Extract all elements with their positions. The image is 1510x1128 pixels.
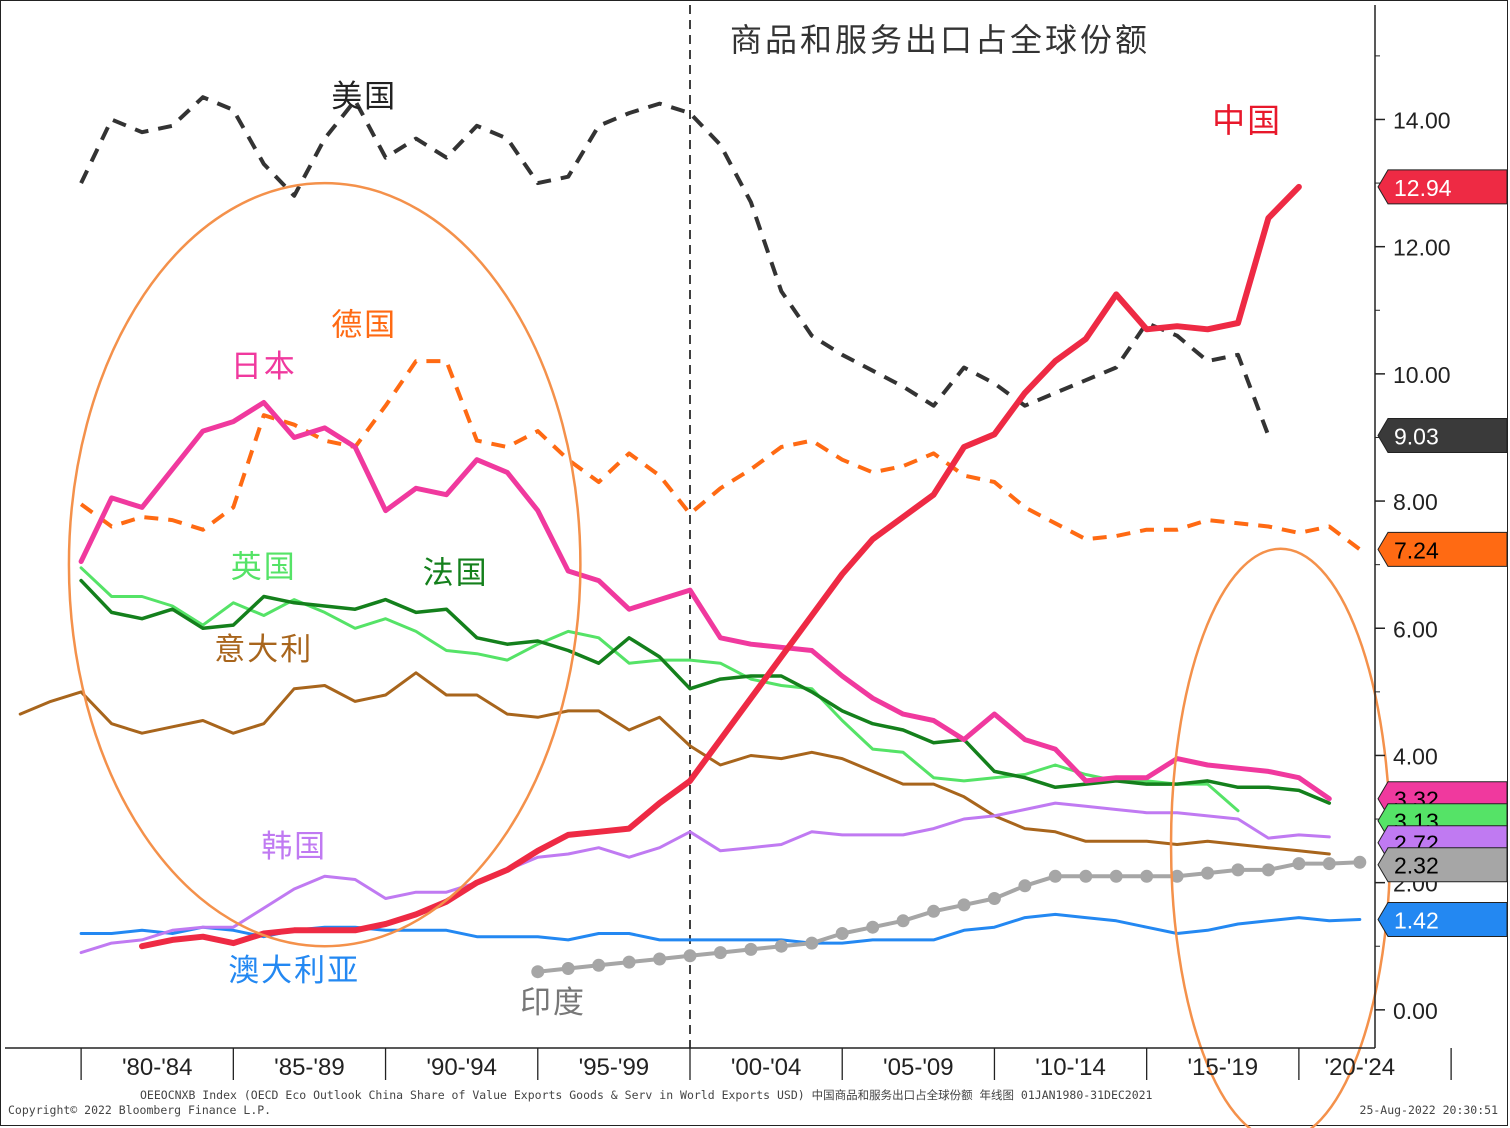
y-tick-label: 0.00 — [1393, 998, 1438, 1024]
series-point-india — [1231, 863, 1245, 877]
x-tick-label: '95-'99 — [579, 1054, 650, 1081]
end-value-tag-label: 9.03 — [1394, 424, 1439, 450]
series-point-india — [1140, 869, 1154, 883]
series-point-india — [957, 898, 971, 912]
end-value-tag-label: 12.94 — [1394, 175, 1452, 201]
series-point-india — [805, 936, 819, 950]
series-line-china — [139, 183, 1302, 950]
series-point-india — [622, 955, 636, 969]
series-line-uk — [79, 566, 1240, 813]
x-tick-label: '10-'14 — [1035, 1054, 1106, 1081]
x-tick-label: '20-'24 — [1325, 1054, 1396, 1081]
end-value-tag-label: 7.24 — [1394, 537, 1439, 563]
series-point-india — [1109, 869, 1123, 883]
end-value-tag-bg — [1377, 418, 1508, 454]
series-point-india — [1048, 869, 1062, 883]
series-point-india — [744, 942, 758, 956]
series-point-india — [592, 958, 606, 972]
series-line-korea — [79, 801, 1331, 955]
series-line-germany — [79, 359, 1362, 551]
series-label-italy: 意大利 — [214, 632, 313, 668]
source-note: OEEOCNXB Index (OECD Eco Outlook China S… — [140, 1088, 1153, 1102]
series-label-india: 印度 — [520, 985, 586, 1021]
highlight-ellipse — [1169, 547, 1392, 1128]
x-tick-label: '85-'89 — [274, 1054, 345, 1081]
series-point-india — [774, 939, 788, 953]
x-tick-label: '05-'09 — [883, 1054, 954, 1081]
series-point-india — [1170, 869, 1184, 883]
y-tick-label: 12.00 — [1393, 235, 1451, 261]
y-tick-label: 8.00 — [1393, 489, 1438, 515]
series-label-france: 法国 — [423, 556, 489, 592]
series-point-india — [987, 892, 1001, 905]
x-tick-label: '15-'19 — [1188, 1054, 1259, 1081]
end-value-tags: 12.949.037.243.323.132.722.321.42 — [1377, 169, 1508, 938]
series-line-japan — [78, 400, 1332, 802]
series-label-australia: 澳大利亚 — [228, 953, 360, 989]
y-tick-label: 14.00 — [1393, 107, 1451, 133]
series-point-india — [1261, 863, 1275, 877]
chart-title: 商品和服务出口占全球份额 — [730, 21, 1150, 59]
series-point-india — [835, 927, 849, 940]
series-point-india — [1292, 857, 1306, 871]
series-point-india — [1353, 855, 1367, 869]
series-point-india — [683, 949, 697, 963]
y-tick-label: 10.00 — [1393, 362, 1451, 388]
series-line-usa — [79, 95, 1271, 437]
series-point-india — [713, 946, 727, 960]
x-tick-label: '00-'04 — [731, 1054, 802, 1081]
series-point-india — [1201, 866, 1215, 880]
y-tick-label: 4.00 — [1393, 743, 1438, 769]
y-tick-label: 6.00 — [1393, 616, 1438, 642]
timestamp: 25-Aug-2022 20:30:51 — [1359, 1103, 1498, 1117]
end-value-tag-label: 1.42 — [1394, 908, 1439, 934]
series-label-germany: 德国 — [331, 308, 397, 344]
series-label-china: 中国 — [1212, 101, 1282, 140]
series-point-india — [927, 904, 941, 918]
series-point-india — [561, 962, 575, 975]
x-tick-label: '80-'84 — [122, 1054, 193, 1081]
series-label-usa: 美国 — [331, 79, 397, 115]
series-point-india — [1322, 857, 1336, 871]
series-point-india — [866, 920, 880, 934]
series-point-india — [653, 952, 667, 966]
series-line-india — [535, 860, 1362, 974]
end-value-tag-bg — [1377, 902, 1508, 938]
series-line-france — [79, 578, 1332, 805]
series-label-uk: 英国 — [231, 549, 297, 585]
series-line-italy — [18, 671, 1331, 856]
series-label-korea: 韩国 — [261, 829, 327, 865]
end-value-tag-bg — [1377, 847, 1508, 883]
x-tick-label: '90-'94 — [426, 1054, 497, 1081]
end-value-tag-bg — [1377, 531, 1508, 567]
highlight-ellipse — [67, 181, 582, 948]
end-value-tag-bg — [1377, 169, 1508, 205]
series-label-japan: 日本 — [231, 349, 297, 385]
end-value-tag-label: 2.32 — [1394, 853, 1439, 879]
copyright-note: Copyright© 2022 Bloomberg Finance L.P. — [8, 1103, 272, 1117]
series-point-india — [531, 965, 545, 979]
series-point-india — [896, 914, 910, 928]
series-point-india — [1018, 879, 1032, 893]
series-point-india — [1079, 869, 1093, 883]
